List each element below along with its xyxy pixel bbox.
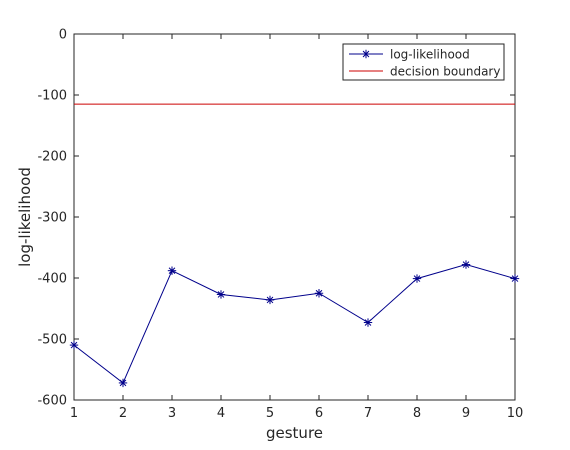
data-point-marker [216, 290, 226, 299]
data-point-marker [314, 289, 324, 298]
x-axis-label: gesture [266, 424, 323, 442]
y-tick-label: -200 [37, 150, 67, 165]
legend-box [342, 43, 505, 81]
x-tick-label: 10 [507, 406, 524, 421]
y-axis-label: log-likelihood [16, 167, 34, 267]
x-tick-label: 3 [168, 406, 176, 421]
axis-ticks: 1 2 3 4 5 6 7 8 9 10 0 -100 -200 -300 -400 -500 -600 [37, 28, 523, 422]
x-tick-label: 9 [462, 406, 470, 421]
x-tick-label: 6 [315, 406, 323, 421]
data-point-marker [69, 340, 79, 350]
data-point-marker [118, 378, 128, 388]
y-tick-label: 0 [59, 28, 67, 43]
x-tick-label: 2 [119, 406, 127, 421]
x-tick-label: 5 [266, 406, 274, 421]
data-point-marker [265, 295, 275, 305]
y-tick-label: -400 [37, 272, 67, 287]
x-tick-label: 4 [217, 406, 225, 421]
x-tick-label: 7 [364, 406, 372, 421]
data-point-marker [363, 318, 373, 327]
y-tick-label: -500 [37, 333, 67, 348]
x-tick-label: 8 [413, 406, 421, 421]
legend-label-log-likelihood: log-likelihood [390, 48, 470, 62]
plot-area [73, 33, 516, 401]
data-point-marker [412, 274, 422, 283]
x-tick-label: 1 [70, 406, 78, 421]
legend-marker [361, 49, 371, 59]
log-likelihood-line [73, 264, 516, 384]
data-point-marker [461, 260, 471, 269]
series-layer [69, 103, 520, 388]
data-point-marker [510, 274, 520, 283]
y-tick-label: -100 [37, 89, 67, 104]
y-tick-label: -600 [37, 394, 67, 409]
y-tick-label: -300 [37, 211, 67, 226]
data-point-marker [167, 266, 177, 275]
legend-label-decision-boundary: decision boundary [390, 65, 500, 79]
legend: log-likelihood decision boundary [342, 43, 505, 81]
